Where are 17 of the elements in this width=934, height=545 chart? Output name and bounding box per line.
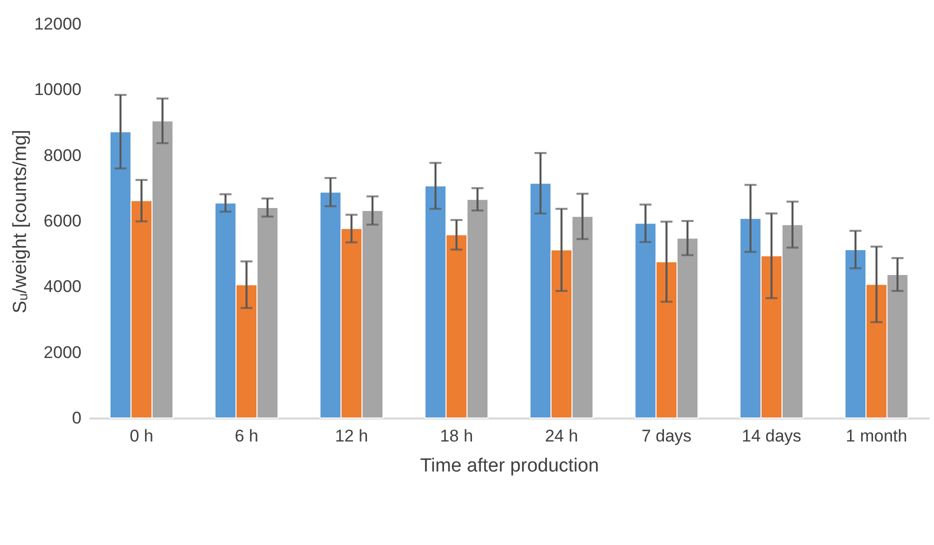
y-tick-label: 10000 [34, 80, 82, 100]
x-tick-label: 0 h [130, 426, 154, 446]
y-tick-label: 4000 [44, 277, 82, 296]
y-axis-title: Sᵤ/weight [counts/mg] [10, 130, 32, 314]
y-tick-label: 0 [72, 408, 82, 428]
y-tick-label: 12000 [34, 14, 82, 34]
y-tick-label: 6000 [44, 212, 82, 230]
x-tick-label: 24 h [544, 426, 578, 446]
x-tick-label: 14 days [742, 426, 802, 446]
x-tick-label: 7 days [641, 426, 692, 446]
x-tick-label: 6 h [234, 426, 258, 446]
x-tick-label: 1 month [846, 426, 908, 446]
y-tick-label: 8000 [44, 146, 82, 165]
x-axis-title: Time after production [420, 456, 599, 476]
x-tick-label: 18 h [440, 426, 474, 446]
x-tick-label: 12 h [334, 426, 368, 446]
y-tick-label: 2000 [44, 342, 82, 362]
